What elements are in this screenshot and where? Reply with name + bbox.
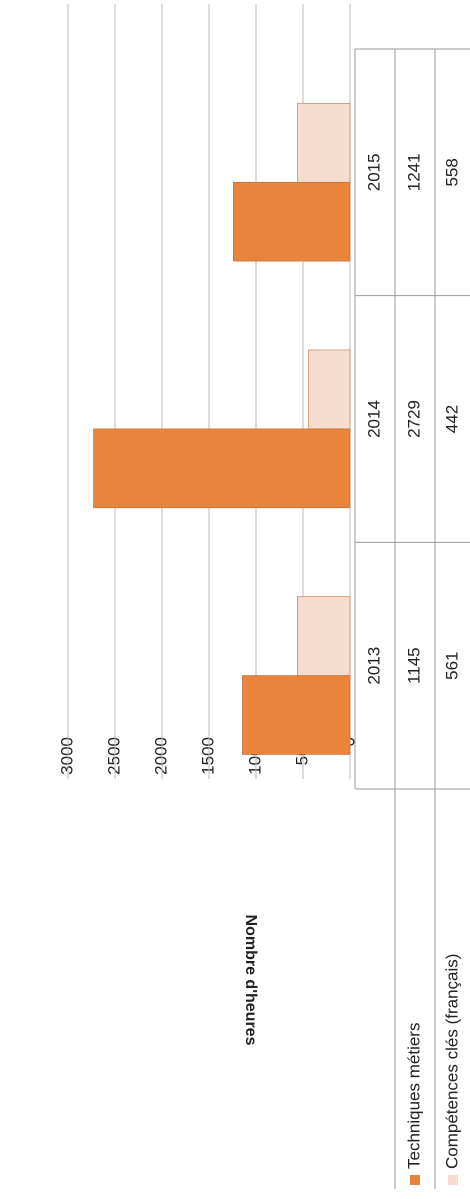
legend-label: Techniques métiers — [404, 1023, 423, 1169]
x-tick-label: 2014 — [364, 400, 383, 438]
y-tick-label: 1500 — [198, 737, 217, 775]
bar — [297, 103, 351, 183]
table-value: 442 — [442, 405, 461, 433]
legend-label: Compétences clés (français) — [442, 954, 461, 1169]
table-value: 558 — [442, 158, 461, 186]
y-tick-label: 2000 — [151, 737, 170, 775]
bar — [242, 675, 351, 755]
y-axis-title: Nombre d'heures — [242, 915, 259, 1046]
table-value: 1241 — [404, 153, 423, 191]
legend-swatch — [448, 1175, 458, 1185]
bar — [93, 428, 351, 509]
x-tick-label: 2015 — [364, 153, 383, 191]
x-tick-label: 2013 — [364, 647, 383, 685]
table-value: 1145 — [404, 647, 423, 684]
rotated-chart: 0500100015002000250030002013114556120142… — [57, 4, 470, 1189]
legend-swatch — [410, 1175, 420, 1185]
bar — [233, 181, 351, 262]
bar — [297, 596, 351, 676]
table-value: 2729 — [404, 400, 423, 438]
y-tick-label: 2500 — [104, 737, 123, 775]
bar — [308, 349, 351, 430]
table-value: 561 — [442, 651, 461, 679]
y-tick-label: 3000 — [57, 737, 76, 775]
